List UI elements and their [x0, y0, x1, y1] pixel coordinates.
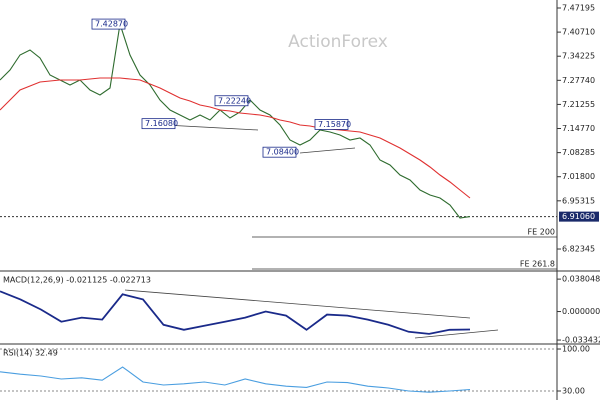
trendline	[164, 124, 259, 131]
series-line	[0, 23, 471, 219]
series-line	[0, 290, 471, 335]
trendline	[124, 289, 471, 319]
y-tick-label: 7.47195	[562, 4, 595, 13]
y-tick-label: 7.14770	[562, 124, 595, 133]
annotation-box	[314, 119, 349, 130]
y-tick-label: 7.08285	[562, 148, 595, 157]
annotation-label: 7.22240	[218, 96, 251, 105]
series-line	[0, 77, 471, 199]
annotation-label: 7.15870	[318, 120, 351, 129]
panel-title: RSI(14) 32.49	[3, 349, 58, 358]
y-tick-label: 6.95315	[562, 196, 595, 205]
fe-label: FE 200	[528, 228, 555, 237]
y-tick-label: 0.000000	[562, 307, 600, 316]
watermark: ActionForex	[288, 32, 388, 52]
y-tick-label: 7.21255	[562, 100, 595, 109]
y-tick-label: 7.34225	[562, 52, 595, 61]
y-tick-label: 7.40710	[562, 28, 595, 37]
annotation-box	[141, 118, 176, 130]
annotation-box	[214, 95, 249, 107]
trendline	[414, 329, 499, 339]
price-label: 6.91060	[562, 212, 595, 221]
annotation-label: 7.42870	[95, 20, 128, 29]
y-tick-label: 7.01800	[562, 172, 595, 181]
annotation-label: 7.08400	[266, 148, 299, 157]
panel-title: MACD(12,26,9) -0.021125 -0.022713	[3, 276, 151, 285]
y-tick-label: 7.27740	[562, 76, 595, 85]
annotation-box	[91, 18, 126, 30]
y-tick-label: 6.82345	[562, 245, 595, 254]
y-tick-label: -0.033432	[562, 336, 600, 345]
y-tick-label: 0.038048	[562, 275, 600, 284]
trendline	[299, 147, 356, 154]
y-tick-label: 30.00	[562, 387, 585, 396]
y-tick-label: 100.00	[562, 345, 590, 354]
series-line	[0, 366, 471, 393]
annotation-box	[262, 146, 297, 158]
price-box	[559, 211, 599, 222]
fe-label: FE 261.8	[520, 259, 555, 268]
annotation-label: 7.16080	[145, 119, 178, 128]
